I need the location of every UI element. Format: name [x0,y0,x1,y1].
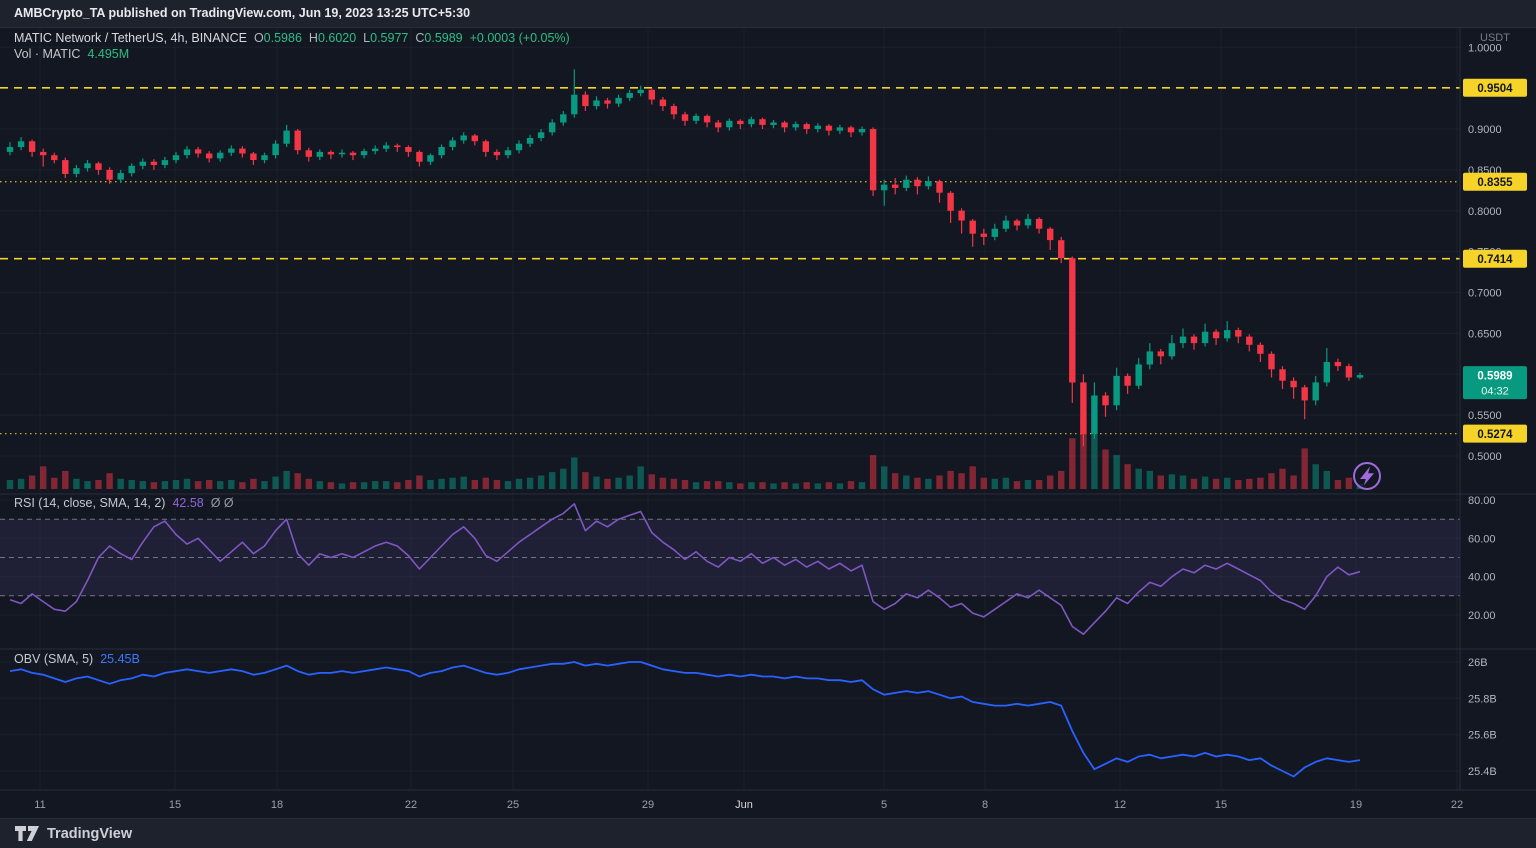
svg-text:0.5000: 0.5000 [1468,451,1502,463]
svg-text:1.0000: 1.0000 [1468,42,1502,54]
svg-text:0.9504: 0.9504 [1477,83,1513,95]
svg-text:22: 22 [405,799,417,811]
obv-legend: OBV (SMA, 5) 25.45B [14,652,140,666]
obv-value: 25.45B [100,652,140,666]
svg-text:Jun: Jun [735,799,753,811]
publish-text: AMBCrypto_TA published on TradingView.co… [14,6,471,20]
price-axis[interactable] [1460,28,1536,790]
close-value: C0.5989 [415,31,463,45]
volume-legend: Vol · MATIC 4.495M [14,47,129,61]
svg-text:0.9000: 0.9000 [1468,124,1502,136]
svg-text:26B: 26B [1468,657,1488,669]
rsi-legend: RSI (14, close, SMA, 14, 2) 42.58 Ø Ø [14,496,234,510]
rsi-value: 42.58 [172,496,204,510]
svg-text:8: 8 [982,799,988,811]
open-value: O0.5986 [253,31,302,45]
svg-text:25.8B: 25.8B [1468,693,1497,705]
svg-text:20.00: 20.00 [1468,610,1496,622]
symbol-title[interactable]: MATIC Network / TetherUS, 4h, BINANCE [14,31,247,45]
rsi-hidden-plots-flags: Ø Ø [210,496,234,510]
svg-text:11: 11 [34,799,45,811]
svg-text:0.7414: 0.7414 [1477,254,1513,266]
obv-indicator-title[interactable]: OBV (SMA, 5) [14,652,94,666]
svg-text:04:32: 04:32 [1481,386,1509,398]
svg-text:12: 12 [1114,799,1126,811]
symbol-legend: MATIC Network / TetherUS, 4h, BINANCE O0… [14,31,570,45]
high-value: H0.6020 [308,31,357,45]
svg-text:19: 19 [1350,799,1362,811]
low-value: L0.5977 [363,31,409,45]
footer-bar: TradingView [0,818,1536,848]
svg-text:0.8355: 0.8355 [1477,177,1513,189]
svg-text:18: 18 [271,799,283,811]
svg-text:40.00: 40.00 [1468,572,1496,584]
publish-header: AMBCrypto_TA published on TradingView.co… [0,0,1536,28]
volume-value: 4.495M [87,47,130,61]
tradingview-logo[interactable]: TradingView [14,825,132,842]
svg-text:0.5500: 0.5500 [1468,410,1502,422]
rsi-indicator-title[interactable]: RSI (14, close, SMA, 14, 2) [14,496,166,510]
svg-text:0.5989: 0.5989 [1477,370,1512,382]
svg-text:USDT: USDT [1480,32,1510,44]
svg-text:60.00: 60.00 [1468,533,1496,545]
svg-text:25.6B: 25.6B [1468,730,1497,742]
svg-text:0.6500: 0.6500 [1468,328,1502,340]
svg-text:25.4B: 25.4B [1468,766,1497,778]
svg-text:15: 15 [1215,799,1227,811]
svg-text:29: 29 [642,799,654,811]
svg-text:80.00: 80.00 [1468,495,1496,507]
svg-text:25: 25 [507,799,519,811]
volume-label[interactable]: Vol · MATIC [14,47,81,61]
time-axis[interactable] [0,790,1460,818]
change-value: +0.0003 (+0.05%) [469,31,570,45]
tradingview-logo-icon [14,825,40,842]
svg-text:0.7000: 0.7000 [1468,288,1502,300]
svg-text:5: 5 [881,799,887,811]
svg-text:15: 15 [169,799,181,811]
svg-text:0.5274: 0.5274 [1477,429,1513,441]
svg-text:22: 22 [1451,799,1463,811]
svg-text:0.8000: 0.8000 [1468,206,1502,218]
tradingview-logo-text: TradingView [47,825,133,842]
boost-lightning-button[interactable] [1352,461,1382,491]
